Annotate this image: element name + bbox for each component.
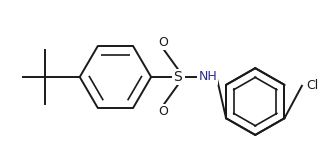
Text: O: O xyxy=(158,105,168,118)
Text: Cl: Cl xyxy=(306,79,318,92)
Text: S: S xyxy=(174,70,182,84)
Text: O: O xyxy=(158,36,168,49)
Text: NH: NH xyxy=(198,71,217,83)
